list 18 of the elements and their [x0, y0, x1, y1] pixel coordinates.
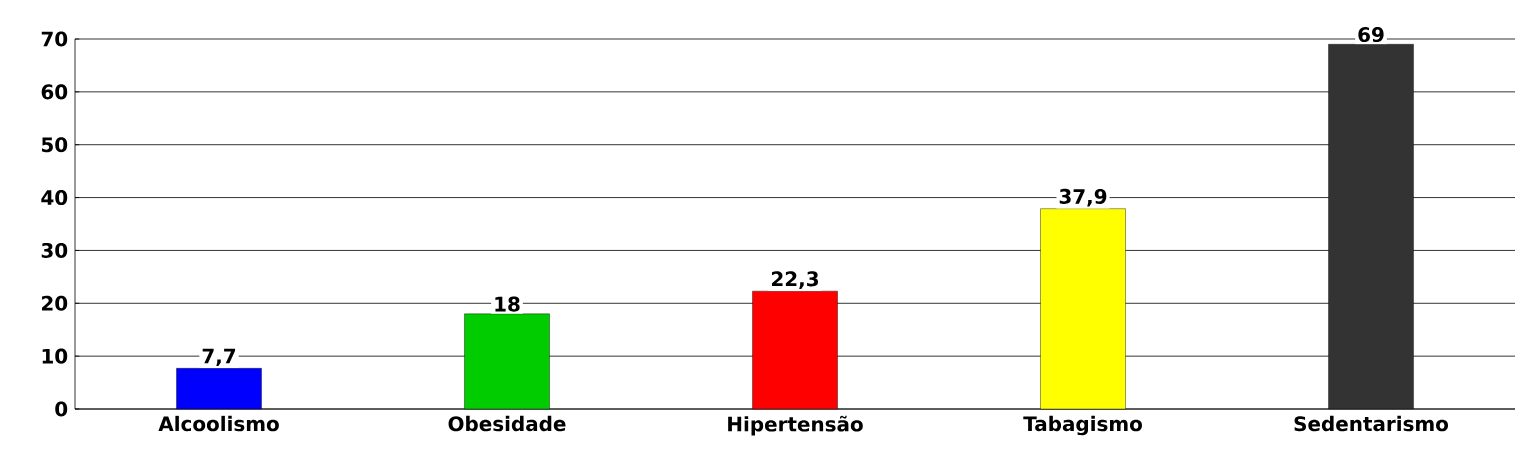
- y-tick-label: 40: [41, 190, 68, 206]
- x-tick-label: Sedentarismo: [1294, 415, 1449, 432]
- y-tick-label: 20: [42, 295, 68, 311]
- data-label: 37,9: [1059, 188, 1107, 207]
- data-label: 69: [1358, 27, 1384, 43]
- data-label: 7,7: [202, 348, 236, 367]
- x-tick-label: Obesidade: [448, 415, 566, 432]
- y-tick-label: 10: [42, 348, 68, 364]
- x-tick-label: Hipertensão: [728, 415, 863, 436]
- y-tick-label: 30: [41, 242, 68, 258]
- y-tick-label: 0: [55, 401, 68, 417]
- x-tick-label: Alcoolismo: [158, 415, 279, 432]
- data-label: 18: [495, 296, 520, 312]
- y-tick-label: 60: [41, 84, 68, 100]
- x-tick-label: Tabagismo: [1023, 415, 1142, 436]
- data-label: 22,3: [772, 271, 819, 289]
- y-tick-label: 70: [41, 31, 68, 47]
- y-tick-label: 50: [41, 137, 68, 153]
